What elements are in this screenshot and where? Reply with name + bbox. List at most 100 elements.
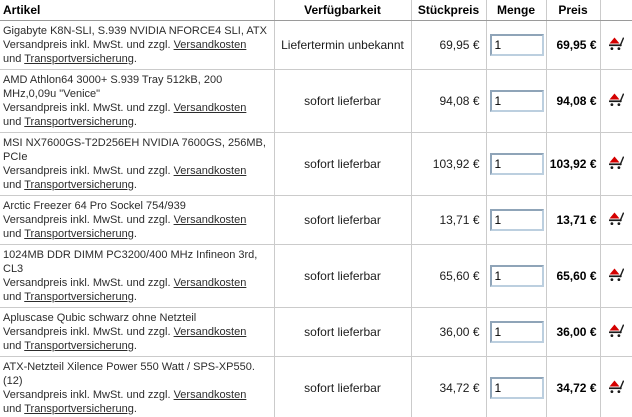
unit-price-cell: 36,00 €: [411, 307, 487, 357]
quantity-cell: [486, 195, 547, 245]
article-cell: Arctic Freezer 64 Pro Sockel 754/939 Ver…: [0, 195, 275, 245]
shipping-note-text: und: [3, 340, 25, 352]
shipping-note: Versandpreis inkl. MwSt. und zzgl. Versa…: [3, 325, 268, 353]
availability-cell: sofort lieferbar: [274, 244, 412, 308]
article-cell: 1024MB DDR DIMM PC3200/400 MHz Infineon …: [0, 244, 275, 308]
table-row: AMD Athlon64 3000+ S.939 Tray 512kB, 200…: [0, 69, 632, 133]
column-header-actions: [600, 0, 632, 21]
quantity-input[interactable]: [489, 153, 544, 175]
remove-from-cart-icon[interactable]: [608, 155, 624, 170]
unit-price-cell: 34,72 €: [411, 356, 487, 417]
shipping-note: Versandpreis inkl. MwSt. und zzgl. Versa…: [3, 276, 268, 304]
table-row: MSI NX7600GS-T2D256EH NVIDIA 7600GS, 256…: [0, 132, 632, 196]
shipping-note: Versandpreis inkl. MwSt. und zzgl. Versa…: [3, 213, 268, 241]
total-price-cell: 13,71 €: [546, 195, 601, 245]
total-price-cell: 69,95 €: [546, 20, 601, 70]
transportversicherung-link[interactable]: Transportversicherung: [24, 116, 134, 128]
unit-price-cell: 65,60 €: [411, 244, 487, 308]
versandkosten-link[interactable]: Versandkosten: [173, 277, 247, 289]
remove-from-cart-icon[interactable]: [608, 323, 624, 338]
shipping-note-text: und: [3, 228, 25, 240]
shipping-note-text: Versandpreis inkl. MwSt. und zzgl.: [3, 389, 174, 401]
article-cell: AMD Athlon64 3000+ S.939 Tray 512kB, 200…: [0, 69, 275, 133]
shipping-note-text: Versandpreis inkl. MwSt. und zzgl.: [3, 165, 174, 177]
shipping-note: Versandpreis inkl. MwSt. und zzgl. Versa…: [3, 388, 268, 416]
remove-from-cart-icon[interactable]: [608, 267, 624, 282]
article-cell: Apluscase Qubic schwarz ohne Netzteil Ve…: [0, 307, 275, 357]
actions-cell: [600, 132, 632, 196]
transportversicherung-link[interactable]: Transportversicherung: [24, 228, 134, 240]
shipping-note-text: und: [3, 179, 25, 191]
product-name: MSI NX7600GS-T2D256EH NVIDIA 7600GS, 256…: [3, 137, 266, 163]
quantity-cell: [486, 20, 547, 70]
actions-cell: [600, 356, 632, 417]
shipping-note-text: und: [3, 53, 25, 65]
shipping-note-text: .: [133, 403, 137, 415]
product-name: AMD Athlon64 3000+ S.939 Tray 512kB, 200…: [3, 74, 223, 100]
quantity-input[interactable]: [489, 34, 544, 56]
shipping-note-text: .: [133, 340, 137, 352]
quantity-input[interactable]: [489, 321, 544, 343]
total-price-cell: 94,08 €: [546, 69, 601, 133]
availability-cell: sofort lieferbar: [274, 132, 412, 196]
article-cell: Gigabyte K8N-SLI, S.939 NVIDIA NFORCE4 S…: [0, 20, 275, 70]
availability-cell: sofort lieferbar: [274, 356, 412, 417]
shipping-note: Versandpreis inkl. MwSt. und zzgl. Versa…: [3, 38, 268, 66]
column-header-verfuegbarkeit: Verfügbarkeit: [274, 0, 412, 21]
remove-from-cart-icon[interactable]: [608, 211, 624, 226]
shipping-note-text: und: [3, 291, 25, 303]
shipping-note-text: Versandpreis inkl. MwSt. und zzgl.: [3, 214, 174, 226]
quantity-cell: [486, 244, 547, 308]
shipping-note-text: .: [133, 228, 137, 240]
transportversicherung-link[interactable]: Transportversicherung: [24, 340, 134, 352]
quantity-input[interactable]: [489, 377, 544, 399]
actions-cell: [600, 244, 632, 308]
remove-from-cart-icon[interactable]: [608, 36, 624, 51]
header-row: Artikel Verfügbarkeit Stückpreis Menge P…: [0, 0, 632, 21]
transportversicherung-link[interactable]: Transportversicherung: [24, 179, 134, 191]
unit-price-cell: 13,71 €: [411, 195, 487, 245]
availability-cell: sofort lieferbar: [274, 307, 412, 357]
shipping-note-text: .: [133, 53, 137, 65]
shipping-note-text: .: [133, 116, 137, 128]
table-row: Arctic Freezer 64 Pro Sockel 754/939 Ver…: [0, 195, 632, 245]
versandkosten-link[interactable]: Versandkosten: [173, 214, 247, 226]
total-price-cell: 103,92 €: [546, 132, 601, 196]
availability-cell: Liefertermin unbekannt: [274, 20, 412, 70]
quantity-cell: [486, 356, 547, 417]
actions-cell: [600, 69, 632, 133]
table-row: Gigabyte K8N-SLI, S.939 NVIDIA NFORCE4 S…: [0, 20, 632, 70]
transportversicherung-link[interactable]: Transportversicherung: [24, 403, 134, 415]
availability-cell: sofort lieferbar: [274, 195, 412, 245]
quantity-input[interactable]: [489, 209, 544, 231]
versandkosten-link[interactable]: Versandkosten: [173, 102, 247, 114]
versandkosten-link[interactable]: Versandkosten: [173, 39, 247, 51]
transportversicherung-link[interactable]: Transportversicherung: [24, 291, 134, 303]
quantity-cell: [486, 307, 547, 357]
shipping-note-text: Versandpreis inkl. MwSt. und zzgl.: [3, 326, 174, 338]
unit-price-cell: 103,92 €: [411, 132, 487, 196]
product-name: Apluscase Qubic schwarz ohne Netzteil: [3, 312, 197, 324]
versandkosten-link[interactable]: Versandkosten: [173, 165, 247, 177]
shipping-note-text: und: [3, 403, 25, 415]
quantity-input[interactable]: [489, 90, 544, 112]
remove-from-cart-icon[interactable]: [608, 92, 624, 107]
remove-from-cart-icon[interactable]: [608, 379, 624, 394]
product-name: 1024MB DDR DIMM PC3200/400 MHz Infineon …: [3, 249, 258, 275]
unit-price-cell: 94,08 €: [411, 69, 487, 133]
column-header-artikel: Artikel: [0, 0, 275, 21]
versandkosten-link[interactable]: Versandkosten: [173, 389, 247, 401]
shipping-note-text: Versandpreis inkl. MwSt. und zzgl.: [3, 102, 174, 114]
total-price-cell: 36,00 €: [546, 307, 601, 357]
quantity-input[interactable]: [489, 265, 544, 287]
article-cell: ATX-Netzteil Xilence Power 550 Watt / SP…: [0, 356, 275, 417]
versandkosten-link[interactable]: Versandkosten: [173, 326, 247, 338]
actions-cell: [600, 307, 632, 357]
column-header-menge: Menge: [486, 0, 547, 21]
transportversicherung-link[interactable]: Transportversicherung: [24, 53, 134, 65]
table-row: 1024MB DDR DIMM PC3200/400 MHz Infineon …: [0, 244, 632, 308]
total-price-cell: 65,60 €: [546, 244, 601, 308]
column-header-stueckpreis: Stückpreis: [411, 0, 487, 21]
shipping-note-text: .: [133, 179, 137, 191]
